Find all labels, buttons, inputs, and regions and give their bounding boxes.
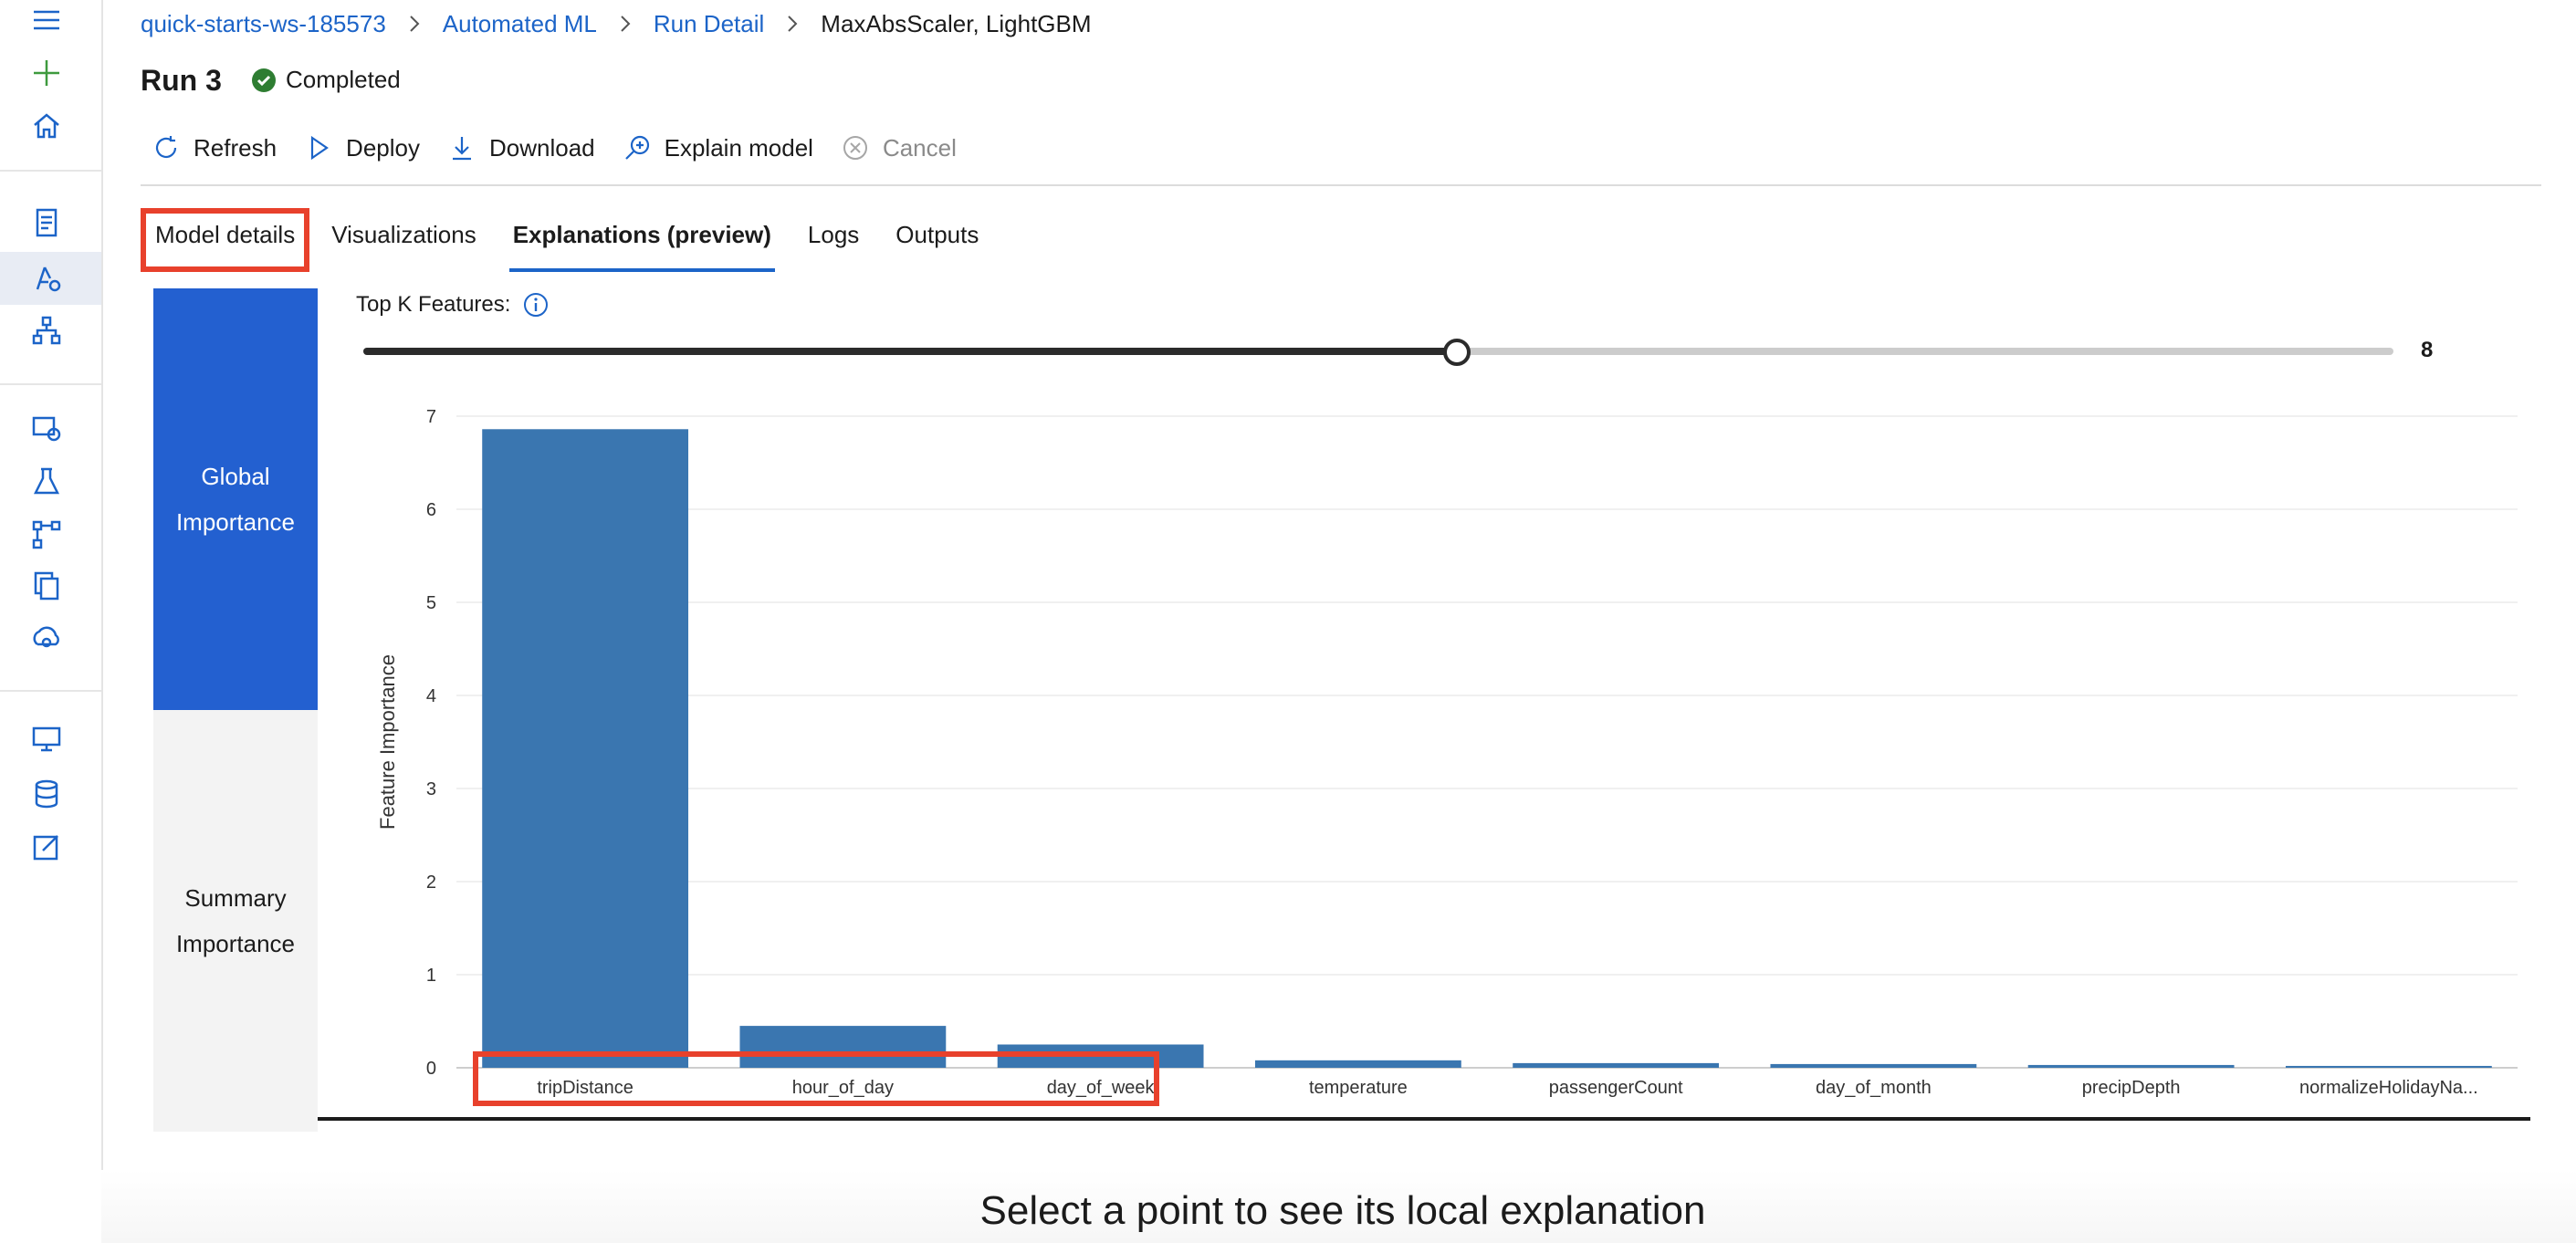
chevron-right-icon (410, 16, 420, 32)
summary-importance-tab[interactable]: Summary Importance (153, 710, 318, 1132)
nav-separator (0, 383, 101, 385)
tab-logs[interactable]: Logs (807, 221, 860, 248)
y-tick-label: 5 (426, 593, 436, 613)
summary-importance-label: Summary Importance (175, 884, 296, 957)
x-tick-label: passengerCount (1549, 1078, 1683, 1098)
bar-hourofday[interactable] (739, 1026, 947, 1068)
refresh-button[interactable]: Refresh (152, 133, 277, 162)
chevron-right-icon (788, 16, 798, 32)
deploy-button[interactable]: Deploy (304, 133, 420, 162)
y-tick-label: 1 (426, 966, 436, 986)
chart-bottom-divider (318, 1117, 2530, 1121)
hamburger-menu-icon[interactable] (30, 4, 63, 37)
top-k-label: Top K Features: (356, 292, 511, 317)
play-icon (310, 135, 329, 161)
chevron-right-icon (621, 16, 631, 32)
status-text: Completed (286, 66, 401, 93)
x-tick-label: hour_of_day (792, 1078, 894, 1098)
datastores-icon[interactable] (30, 778, 63, 810)
cancel-label: Cancel (882, 133, 957, 162)
download-button[interactable]: Download (447, 133, 595, 162)
models-icon[interactable] (30, 569, 63, 602)
refresh-icon (155, 136, 177, 159)
status-badge: Completed (251, 66, 401, 94)
top-k-value: 8 (2421, 338, 2434, 362)
toolbar: Refresh Deploy Download Explain model Ca… (152, 130, 984, 166)
deploy-label: Deploy (346, 133, 420, 162)
run-tabs: Model details Visualizations Explanation… (141, 208, 1000, 272)
labeling-icon[interactable] (30, 830, 63, 863)
breadcrumb: quick-starts-ws-185573 Automated ML Run … (141, 7, 1092, 40)
y-tick-label: 6 (426, 500, 436, 520)
breadcrumb-run-detail-link[interactable]: Run Detail (653, 9, 765, 37)
bar-dayofmonth[interactable] (1770, 1063, 1977, 1068)
refresh-label: Refresh (194, 133, 277, 162)
download-icon (452, 137, 471, 161)
cancel-circle-icon (843, 136, 867, 160)
cancel-button[interactable]: Cancel (841, 133, 957, 162)
datasets-icon[interactable] (30, 413, 63, 445)
y-tick-label: 3 (426, 779, 436, 799)
local-explanation-panel (101, 1170, 2576, 1243)
nav-selected-indicator (0, 252, 101, 305)
y-tick-label: 2 (426, 872, 436, 893)
x-tick-label: day_of_week (1047, 1078, 1156, 1098)
top-k-features: Top K Features: (356, 292, 549, 318)
highlight-box (473, 1051, 1159, 1106)
zoom-in-icon (624, 135, 649, 160)
tab-explanations[interactable]: Explanations (preview) (498, 208, 786, 272)
breadcrumb-workspace-link[interactable]: quick-starts-ws-185573 (141, 9, 386, 37)
explain-model-button[interactable]: Explain model (623, 133, 813, 162)
bar-normalizeholidayna[interactable] (2285, 1065, 2492, 1068)
feature-importance-chart: 0 1 2 3 4 5 6 7 Feature Importance tripDistance ho… (376, 407, 2518, 1098)
designer-icon[interactable] (30, 314, 63, 347)
toolbar-divider (141, 184, 2541, 186)
tab-model-details[interactable]: Model details (141, 208, 310, 272)
endpoints-icon[interactable] (30, 622, 63, 655)
x-tick-label: precipDepth (2082, 1078, 2181, 1098)
bar-precipdepth[interactable] (2027, 1064, 2235, 1068)
plus-icon[interactable] (30, 57, 63, 89)
download-label: Download (488, 133, 595, 162)
nav-separator (0, 170, 101, 172)
info-icon[interactable] (523, 292, 549, 318)
experiments-icon[interactable] (30, 465, 63, 498)
y-tick-label: 0 (426, 1059, 436, 1079)
x-tick-label: temperature (1309, 1078, 1408, 1098)
global-importance-tab[interactable]: Global Importance (153, 288, 318, 710)
explain-model-label: Explain model (664, 133, 813, 162)
checkmark-circle-icon (252, 68, 276, 92)
tab-outputs[interactable]: Outputs (895, 221, 979, 248)
notebook-icon[interactable] (30, 206, 63, 239)
x-tick-label: day_of_month (1816, 1078, 1932, 1098)
nav-separator (0, 690, 101, 692)
page-title: Run 3 (141, 64, 222, 97)
slider-fill (363, 348, 1457, 355)
pipelines-icon[interactable] (30, 518, 63, 551)
slider-thumb[interactable] (1442, 339, 1471, 366)
x-tick-label: tripDistance (537, 1078, 634, 1098)
local-explanation-message: Select a point to see its local explanat… (979, 1188, 1706, 1233)
bar-temperature[interactable] (1254, 1060, 1461, 1068)
y-axis-label: Feature Importance (376, 654, 399, 830)
global-importance-label: Global Importance (175, 463, 296, 536)
tab-visualizations[interactable]: Visualizations (331, 221, 476, 248)
top-k-slider[interactable] (363, 339, 2393, 366)
automl-icon[interactable] (30, 262, 63, 295)
breadcrumb-current: MaxAbsScaler, LightGBM (821, 9, 1092, 37)
y-tick-label: 7 (426, 407, 436, 427)
breadcrumb-automl-link[interactable]: Automated ML (442, 9, 597, 37)
bar-passengercount[interactable] (1513, 1062, 1720, 1068)
home-icon[interactable] (30, 110, 63, 142)
left-nav-rail (0, 0, 103, 1243)
compute-icon[interactable] (30, 723, 63, 756)
x-tick-label: normalizeHolidayNa... (2299, 1078, 2478, 1098)
bar-tripdistance[interactable] (482, 429, 689, 1068)
y-tick-label: 4 (426, 686, 436, 706)
